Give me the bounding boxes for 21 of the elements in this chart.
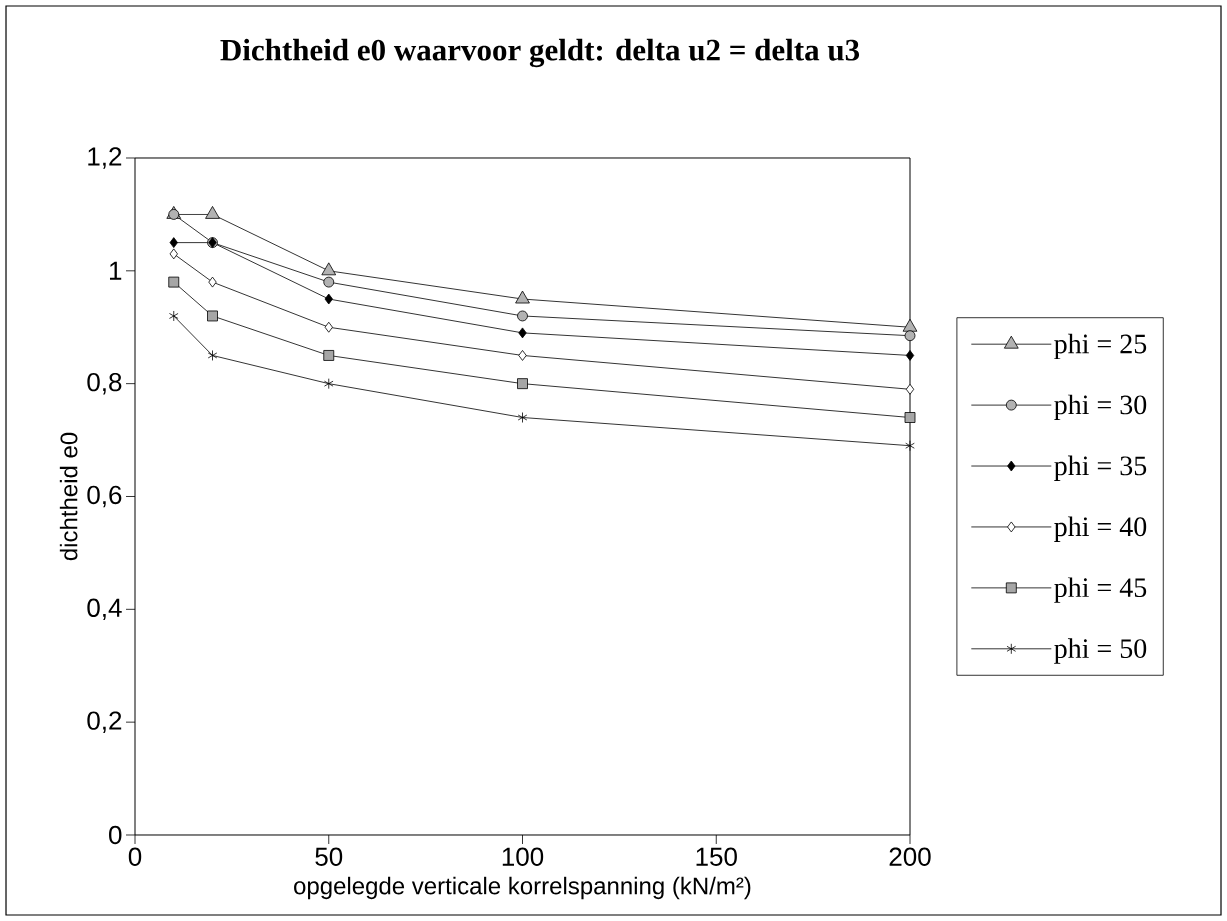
x-tick-label: 150: [696, 847, 737, 866]
x-tick-label: 0: [128, 847, 142, 866]
y-tick-label: 1: [109, 261, 122, 280]
y-tick-label: 0,6: [87, 485, 122, 508]
x-axis-title: opgelegde verticale korrelspanning (kN/m²): [294, 876, 751, 900]
legend-label: phi = 50: [1054, 638, 1147, 664]
legend-label: phi = 40: [1054, 516, 1147, 542]
y-tick-label: 0: [109, 825, 122, 845]
legend-label: phi = 35: [1054, 455, 1147, 481]
y-tick-label: 0,8: [87, 372, 122, 395]
y-tick-label: 0,4: [87, 598, 122, 621]
y-tick-label: 1,2: [88, 147, 122, 169]
chart-title: Dichtheid e0 waarvoor geldt: delta u2 = delta u3: [220, 38, 860, 68]
y-axis-title: dichtheid e0: [59, 432, 78, 561]
y-tick-label: 0,2: [87, 711, 122, 733]
legend-label: phi = 30: [1054, 394, 1147, 421]
x-tick-label: 100: [502, 847, 544, 866]
x-tick-label: 200: [889, 847, 931, 866]
legend-label: phi = 25: [1054, 333, 1147, 360]
x-tick-label: 50: [315, 847, 343, 866]
legend-label: phi = 45: [1054, 577, 1147, 603]
